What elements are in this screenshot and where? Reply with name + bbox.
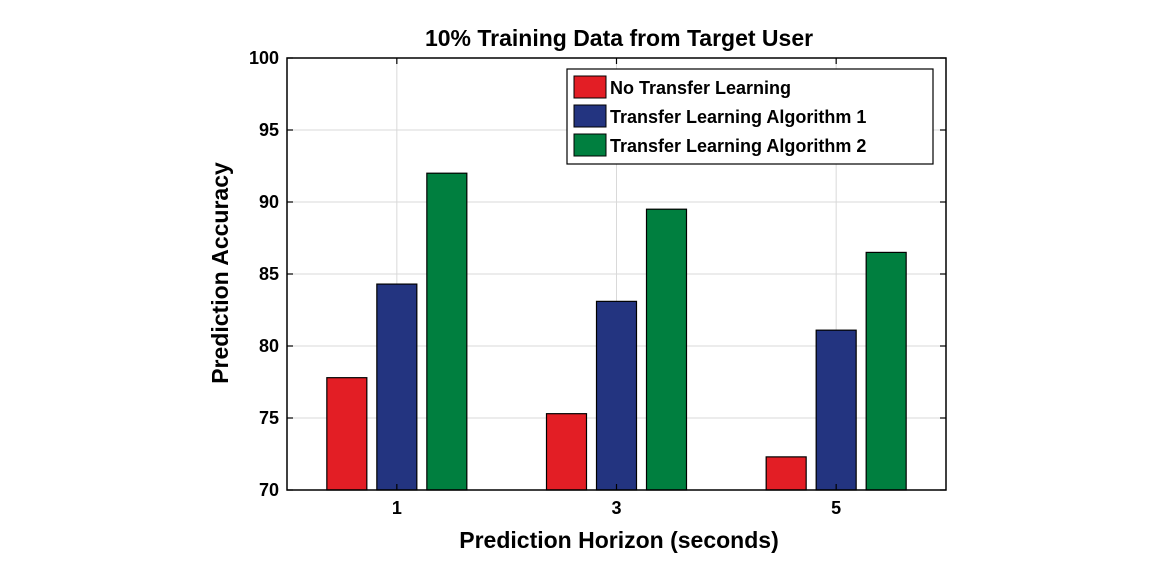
bar [595,300,638,491]
y-tick-label: 80 [259,336,279,356]
x-tick-label: 1 [392,498,402,518]
bar [545,413,588,491]
legend-swatch [573,133,607,157]
x-tick-label: 3 [611,498,621,518]
legend-swatch [573,75,607,99]
y-tick-label: 95 [259,120,279,140]
y-tick-label: 85 [259,264,279,284]
legend-box [566,68,934,165]
bar [376,283,418,491]
bar [815,329,857,491]
legend-entry: Transfer Learning Algorithm 1 [610,107,866,127]
chart-title: 10% Training Data from Target User [425,25,813,51]
x-axis-ticks: 1 3 5 [392,58,841,518]
y-tick-label: 100 [249,48,279,68]
legend-entry: No Transfer Learning [610,78,791,98]
y-axis-ticks: 70 75 80 85 90 95 100 [249,48,946,500]
bar [326,377,368,491]
y-tick-label: 90 [259,192,279,212]
bar [765,456,807,491]
legend: No Transfer Learning Transfer Learning Al… [566,68,934,165]
bar [426,172,468,491]
bar [645,208,688,491]
y-axis-label: Prediction Accuracy [207,162,233,384]
legend-swatch [573,104,607,128]
bar [865,251,907,491]
x-tick-label: 5 [831,498,841,518]
y-tick-label: 70 [259,480,279,500]
legend-entry: Transfer Learning Algorithm 2 [610,136,866,156]
x-axis-label: Prediction Horizon (seconds) [459,527,778,553]
y-tick-label: 75 [259,408,279,428]
